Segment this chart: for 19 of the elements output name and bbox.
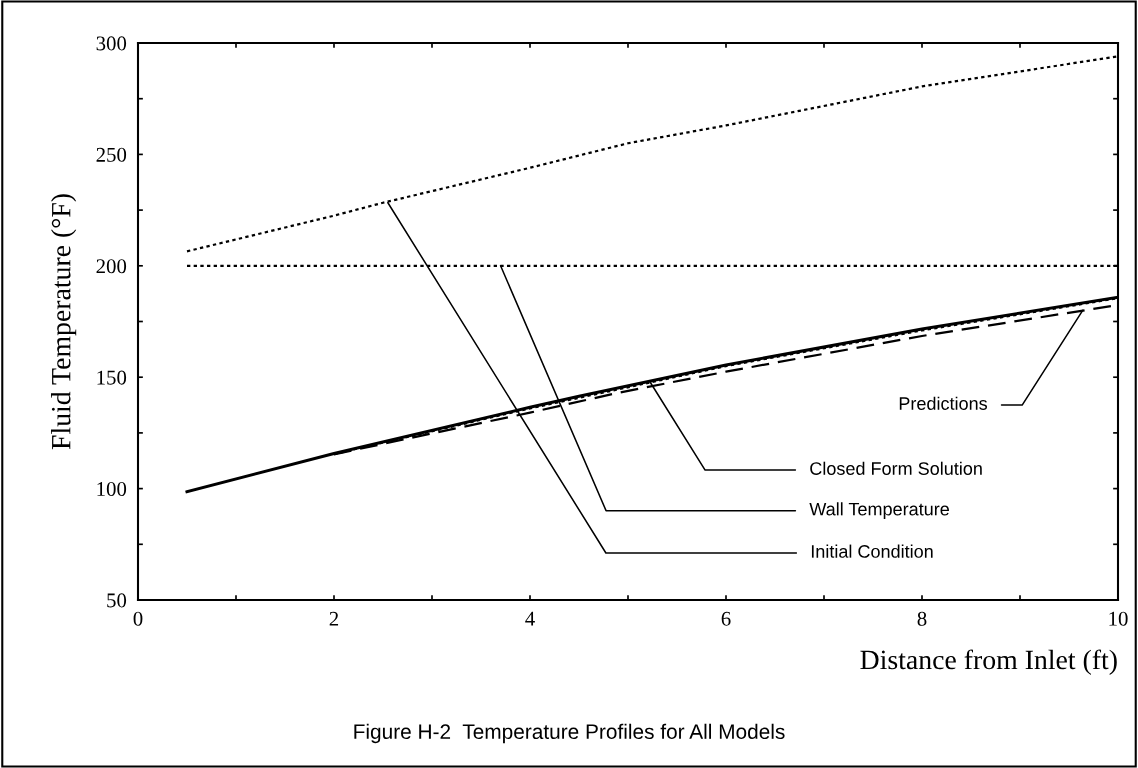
annotation: Closed Form Solution [810,461,982,475]
y-axis-title: Fluid Temperature (°F) [51,194,77,450]
y-tick-label: 300 [96,36,127,51]
x-tick-label: 8 [917,611,927,626]
x-tick-label: 6 [721,611,731,626]
y-tick-label: 50 [107,593,127,608]
y-tick-label: 250 [96,147,127,162]
x-tick-label: 4 [525,611,535,626]
text: Figure H-2 Temperature Profiles for All Models [354,723,785,744]
x-tick-label: 2 [329,611,339,626]
y-tick-label: 150 [97,370,127,385]
annotation: Predictions [899,396,988,410]
x-tick-label: 10 [1109,611,1128,626]
y-tick-label: 100 [97,481,127,497]
y-tick-label: 200 [96,259,127,274]
x-axis-title: Distance from Inlet (ft) [860,649,1117,675]
x-tick-label: 0 [133,611,143,626]
annotation: Initial Condition [811,544,933,558]
annotation: Wall Temperature [809,502,949,520]
